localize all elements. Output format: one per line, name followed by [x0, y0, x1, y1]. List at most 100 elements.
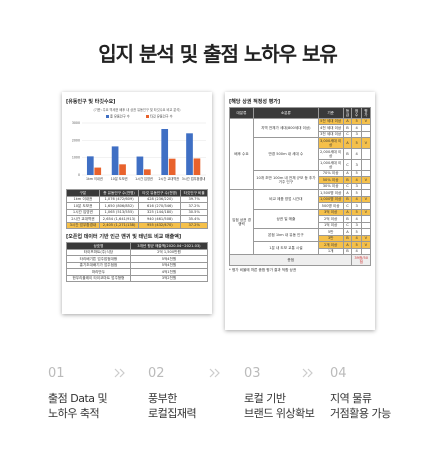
doc-title: [해당 상권 적정성 평가] — [229, 99, 281, 105]
x-tick-label: 1km 이내권 — [86, 176, 103, 181]
step-label: 거점활용 가능 — [330, 407, 391, 420]
cell: A — [342, 137, 353, 150]
step-number: 04 — [330, 366, 347, 381]
sales-table: 상호명 3개년 평균 매출액(2020.04~2021.03) 타이프마트(주)식당… — [66, 242, 209, 282]
cell: 3시간 업무환경내 — [66, 221, 100, 229]
cell: 5 — [351, 137, 362, 150]
bar — [161, 128, 169, 175]
step-label: 로컬집재력 — [148, 407, 197, 420]
cell: C — [342, 158, 353, 171]
cell: 955 (432/470) — [138, 221, 182, 229]
legend-swatch — [106, 115, 109, 118]
step-label: 출점 Data 및 — [48, 392, 108, 405]
step-number: 03 — [244, 366, 261, 381]
x-tick-label: 1시간 입영권 — [135, 176, 153, 181]
legend-swatch — [146, 115, 149, 118]
row: 10개 초반 100m 내 전체 규모 등 추가 거주 인구 70% 이상 A 5 — [230, 169, 372, 191]
bar — [144, 169, 151, 175]
y-tick-label: 3000 — [72, 121, 80, 125]
eval-cell — [360, 158, 372, 171]
step-label: 풍부한 — [148, 392, 177, 405]
cell: 3 — [351, 158, 362, 171]
header-cell: 소분류 — [252, 107, 319, 119]
cell: 2,405 (1,271/138) — [98, 221, 140, 229]
y-tick-label: 2000 — [72, 138, 80, 142]
eval-cell: V — [360, 137, 372, 150]
row: 2시간 교대역권 2,654 (1,641/913) 940 (461/508) 35… — [66, 215, 208, 223]
row: 1,000세대 이상 C 3 — [230, 158, 372, 171]
x-tick-label: 2시간 교대역권 — [158, 176, 179, 181]
row: 한우리플레이 타이코마트 업주형형 3억2천원 — [66, 274, 209, 282]
x-tick-label: 3시간 업무환경내 — [182, 176, 206, 181]
cell: 3억2천원 — [129, 274, 209, 282]
header-cell: 평가 — [360, 107, 372, 119]
cell: B — [342, 148, 353, 160]
step-label: 브랜드 위상확보 — [244, 407, 315, 420]
total-label: 총점 — [228, 254, 353, 267]
bar — [111, 146, 119, 175]
doc-title: [유동인구 및 타깃수요] — [66, 99, 116, 105]
row: 3시간 업무환경내 2,405 (1,271/138) 955 (432/470) 3… — [66, 221, 208, 229]
total-row: 총점 39점/50점 — [228, 254, 371, 267]
sub-cell: 1분 내 도보 교통 시설 — [252, 241, 319, 256]
page-title: 입지 분석 및 출점 노하우 보유 — [98, 42, 338, 66]
row: 반경 500m 내 세대 수 3,000세대 이상 A 5 V — [230, 137, 372, 171]
step-number: 02 — [148, 366, 165, 381]
doc-title: [오픈업 데이터 기반 인근 맨귀 및 태넌트 비교 매출액] — [66, 234, 182, 240]
eval-cell — [360, 148, 372, 160]
bar-chart: (기준: 주요 역세권 배후 내 상권 유동인구 및 타깃수요 비교 분석) 총 … — [72, 107, 206, 181]
row: 2,000세대 이상 B 4 — [230, 148, 372, 160]
y-tick-label: 1000 — [72, 156, 80, 160]
header-cell: 기준 — [317, 107, 344, 119]
cell: 3,000세대 이상 — [317, 137, 344, 150]
header-cell: 등급 — [342, 107, 353, 119]
cell: 2,000세대 이상 — [317, 148, 344, 160]
bar — [86, 156, 94, 175]
footnote: * 평가 비율에 따른 종합 평가 결과 적합 상권 — [229, 268, 297, 273]
sub-cell: 본점 1km 내 유동 인구 — [252, 228, 319, 243]
bar — [119, 164, 126, 175]
sub-cell: 반경 500m 내 세대 수 — [252, 137, 319, 171]
row: 3만 B 4 V — [230, 234, 372, 243]
bar — [94, 167, 102, 175]
step-label: 지역 물류 — [330, 392, 372, 405]
sub-cell: 지역 전체가 세대(800세대 이상) — [252, 117, 319, 139]
bar — [193, 158, 201, 175]
population-table: 구분 총 유동인구 수(천명) 타깃 유동인구 수(천명) 타깃인구 비율 1km 이내… — [66, 189, 208, 229]
step-label: 로컬 기반 — [244, 392, 286, 405]
evaluation-table: 대분류 소분류 기준 등급 점수 평가 배후 수요 지역 전체가 세대(800세대 이상) 5천… — [228, 107, 372, 267]
legend-label: 총 유동인구 수 — [110, 114, 130, 119]
cell: 한우리플레이 타이코마트 업주형형 — [66, 274, 131, 282]
cell: 4 — [351, 148, 362, 160]
eval-cell: V — [360, 117, 372, 126]
step-number: 01 — [48, 366, 65, 381]
x-tick-label: 10분 도보권 — [111, 176, 128, 181]
cell: 1,000세대 이상 — [317, 158, 344, 171]
cell: 37.2% — [180, 221, 208, 229]
group-cell: 배후 수요 — [229, 117, 254, 191]
y-tick-label: 0 — [78, 173, 80, 177]
bar — [186, 133, 193, 175]
total-value: 39점/50점 — [351, 254, 371, 267]
left-document: [유동인구 및 타깃수요] (기준: 주요 역세권 배후 내 상권 유동인구 및… — [62, 92, 212, 314]
row: 배후 수요 지역 전체가 세대(800세대 이상) 5천 세대 이상 A 5 V — [229, 117, 372, 191]
step-label: 노하우 축적 — [48, 407, 100, 420]
row: 1,000명 이상 B 4 V — [230, 195, 372, 204]
chart-subtitle: (기준: 주요 역세권 배후 내 상권 유동인구 및 타깃수요 비교 분석) — [93, 107, 180, 112]
sub-cell: 비교 제품 영업 시간대 — [252, 189, 319, 210]
header-row: 대분류 소분류 기준 등급 점수 평가 — [229, 107, 372, 119]
sub-cell: 10개 초반 100m 내 전체 규모 등 추가 거주 인구 — [252, 169, 319, 191]
sub-cell: 상권 일 매출 — [252, 208, 319, 230]
bar — [136, 156, 144, 175]
header-cell: 대분류 — [229, 107, 254, 119]
bar — [168, 158, 176, 175]
header-cell: 점수 — [351, 107, 362, 119]
group-cell: 입점 상권 경쟁력 — [229, 189, 254, 256]
row: 상권 일 매출 3억 이상 A 5 V — [230, 208, 372, 230]
right-document: [해당 상권 적정성 평가] 대분류 소분류 기준 등급 점수 평가 배후 수요 지역 전체가… — [225, 92, 375, 330]
